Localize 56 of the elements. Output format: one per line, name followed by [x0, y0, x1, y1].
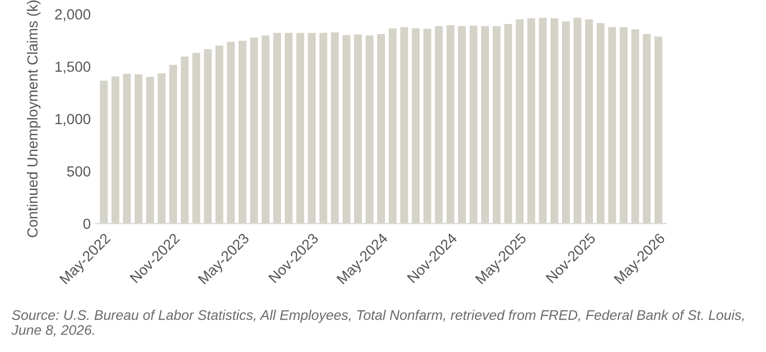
- bar: [111, 76, 120, 224]
- bar: [446, 25, 454, 224]
- bar: [158, 73, 166, 224]
- bar: [458, 26, 466, 224]
- bar: [412, 28, 420, 224]
- bar: [238, 40, 246, 224]
- bar: [596, 22, 604, 224]
- bar: [654, 36, 662, 224]
- bar: [330, 32, 339, 224]
- bar: [180, 56, 189, 224]
- bar: [169, 64, 178, 224]
- bar: [620, 27, 628, 224]
- bar: [470, 26, 478, 224]
- bar: [354, 34, 362, 224]
- bar: [388, 28, 397, 224]
- y-tick-label: 2,000: [55, 9, 90, 22]
- y-axis-title: Continued Unemployment Claims (k): [26, 0, 41, 238]
- bar: [273, 32, 282, 224]
- bar: [516, 19, 524, 224]
- bar: [342, 35, 350, 224]
- bar: [123, 74, 131, 224]
- bar: [562, 21, 570, 224]
- bar: [631, 29, 640, 224]
- bar: [585, 19, 593, 224]
- bar: [504, 24, 512, 224]
- y-tick-label: 0: [83, 218, 90, 229]
- bar: [146, 76, 154, 224]
- bar: [492, 26, 501, 224]
- bar: [284, 32, 293, 224]
- bar: [423, 28, 432, 224]
- bar: [377, 34, 386, 224]
- bar: [319, 32, 328, 224]
- bar: [296, 32, 304, 224]
- y-tick-label: 1,500: [56, 62, 90, 74]
- y-tick-label: 1,000: [56, 114, 90, 126]
- bar: [100, 80, 108, 224]
- bar: [538, 18, 547, 224]
- bar: [134, 74, 142, 224]
- bar: [550, 18, 558, 224]
- bar: [226, 42, 235, 224]
- bar: [527, 18, 536, 224]
- bar: [204, 49, 212, 224]
- bar: [574, 18, 582, 224]
- bar: [400, 27, 408, 224]
- y-tick-label: 500: [67, 166, 90, 177]
- bar: [308, 32, 316, 224]
- bar: [608, 27, 616, 224]
- bar: [215, 45, 224, 224]
- bar: [262, 36, 270, 224]
- bar: [366, 36, 374, 224]
- source-note: Source: U.S. Bureau of Labor Statistics, All Employees, Total Nonfarm, retrieved from FRED, Federal Bank of St. Louis, June 8, 2026.: [11, 310, 744, 337]
- bar: [481, 26, 489, 224]
- bar: [642, 34, 651, 224]
- bar: [434, 26, 443, 224]
- bar: [192, 52, 200, 224]
- bar: [250, 38, 258, 224]
